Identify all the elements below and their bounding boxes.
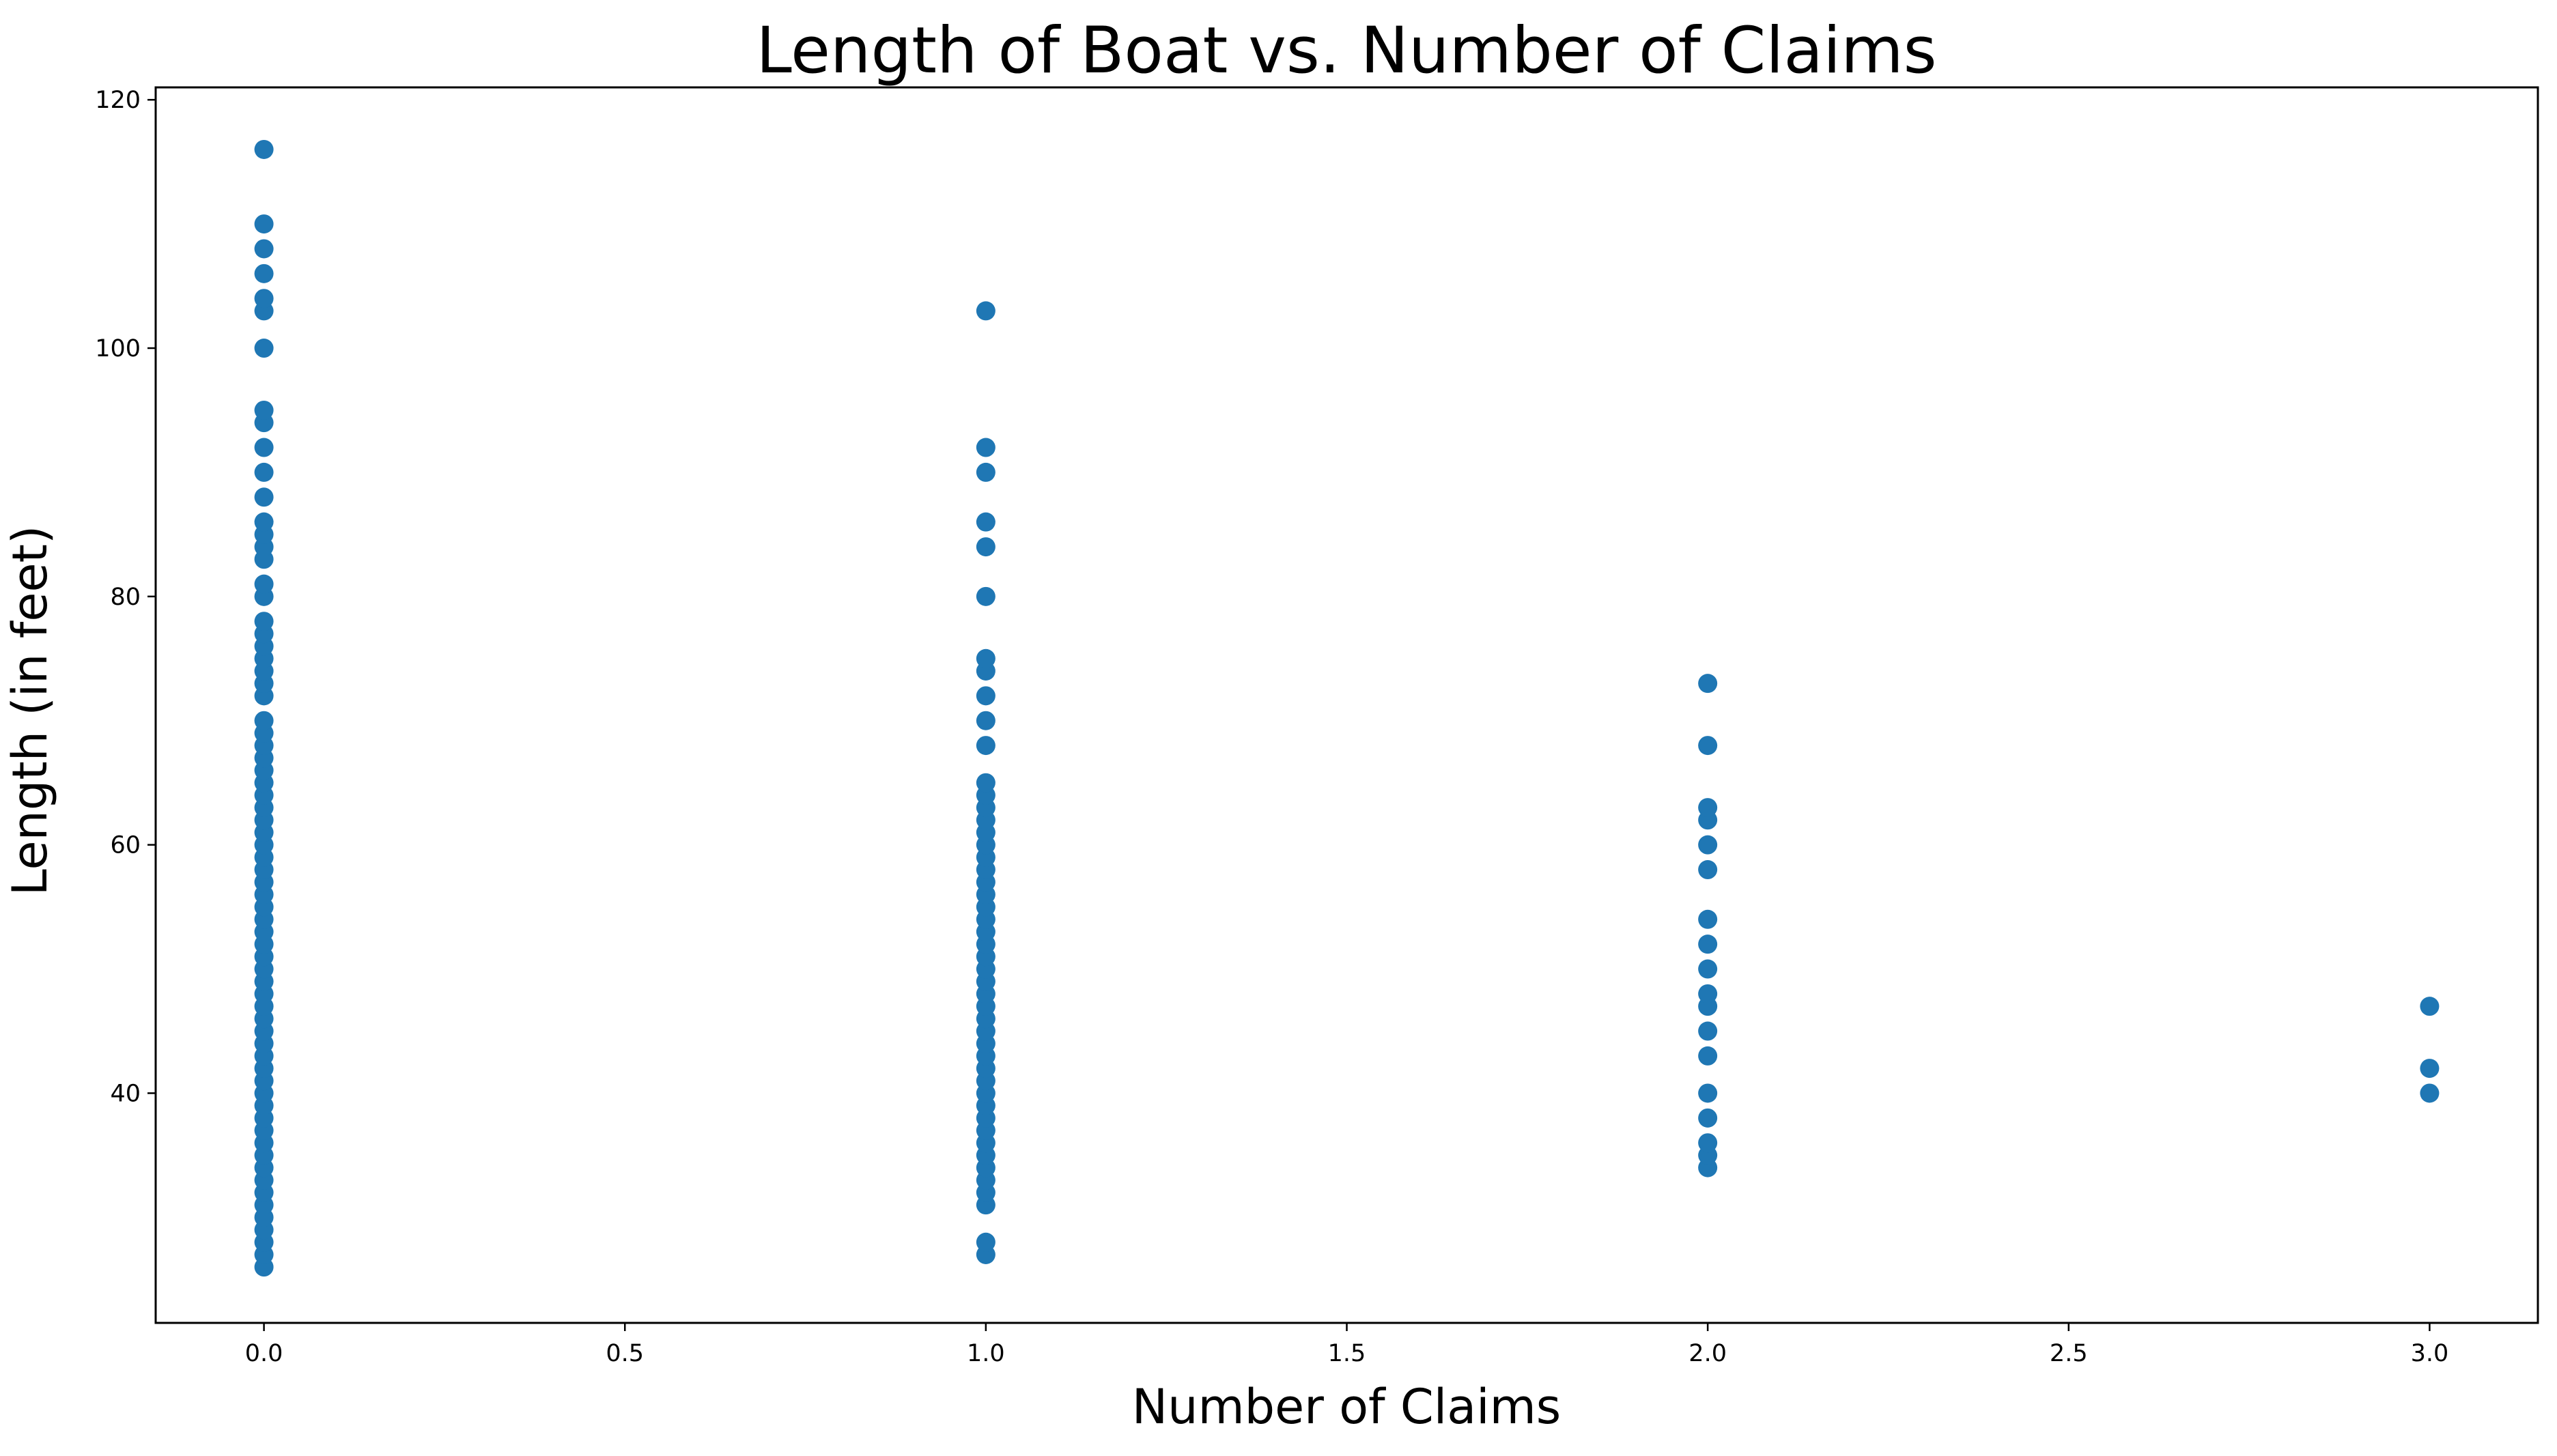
scatter-point — [1698, 1046, 1718, 1066]
scatter-point — [1698, 798, 1718, 818]
scatter-point — [2420, 1083, 2440, 1103]
plot-area-frame — [154, 86, 2539, 1324]
scatter-point — [2420, 997, 2440, 1016]
scatter-point — [976, 537, 995, 557]
scatter-point — [976, 711, 995, 730]
scatter-point — [1698, 1133, 1718, 1153]
scatter-point — [254, 487, 274, 507]
x-axis-label: Number of Claims — [1132, 1379, 1562, 1435]
x-tick-label: 2.5 — [2050, 1340, 2088, 1367]
x-tick-label: 3.0 — [2411, 1340, 2449, 1367]
scatter-point — [976, 438, 995, 457]
scatter-point — [976, 736, 995, 756]
scatter-point — [1698, 1108, 1718, 1128]
scatter-point — [1698, 1021, 1718, 1041]
scatter-point — [254, 512, 274, 532]
scatter-point — [976, 301, 995, 321]
scatter-point — [254, 263, 274, 283]
scatter-point — [254, 339, 274, 358]
scatter-point — [254, 239, 274, 259]
scatter-point — [976, 586, 995, 606]
scatter-point — [1698, 736, 1718, 756]
x-tick-label: 0.5 — [606, 1340, 644, 1367]
y-tick-label: 60 — [110, 832, 141, 859]
scatter-point — [1698, 934, 1718, 954]
data-points — [254, 139, 2440, 1277]
scatter-point — [976, 462, 995, 482]
scatter-point — [254, 139, 274, 159]
scatter-point — [254, 214, 274, 234]
y-tick-label: 100 — [95, 335, 141, 362]
scatter-point — [1698, 909, 1718, 929]
scatter-point — [976, 1232, 995, 1252]
x-tick-label: 1.5 — [1328, 1340, 1366, 1367]
x-axis-ticks: 0.0 0.5 1.0 1.5 2.0 2.5 3.0 — [245, 1323, 2448, 1367]
scatter-point — [1698, 860, 1718, 880]
scatter-point — [1698, 835, 1718, 855]
scatter-point — [254, 574, 274, 594]
scatter-point — [254, 711, 274, 730]
y-tick-label: 120 — [95, 87, 141, 114]
y-tick-label: 40 — [110, 1080, 141, 1107]
scatter-point — [976, 512, 995, 532]
y-axis-label: Length (in feet) — [2, 526, 58, 896]
scatter-point — [254, 462, 274, 482]
scatter-point — [254, 400, 274, 420]
scatter-point — [976, 686, 995, 706]
x-tick-label: 2.0 — [1689, 1340, 1727, 1367]
scatter-point — [1698, 674, 1718, 694]
scatter-point — [254, 289, 274, 309]
scatter-point — [254, 438, 274, 457]
scatter-point — [2420, 1059, 2440, 1079]
scatter-point — [254, 612, 274, 631]
scatter-point — [1698, 1083, 1718, 1103]
scatter-point — [976, 773, 995, 793]
scatter-point — [1698, 984, 1718, 1003]
scatter-point — [1698, 959, 1718, 979]
y-axis-ticks: 40 60 80 100 120 — [95, 87, 156, 1107]
scatter-point — [976, 648, 995, 668]
x-tick-label: 0.0 — [245, 1340, 283, 1367]
x-tick-label: 1.0 — [967, 1340, 1005, 1367]
y-tick-label: 80 — [110, 584, 141, 611]
chart-title: Length of Boat vs. Number of Claims — [756, 14, 1936, 88]
